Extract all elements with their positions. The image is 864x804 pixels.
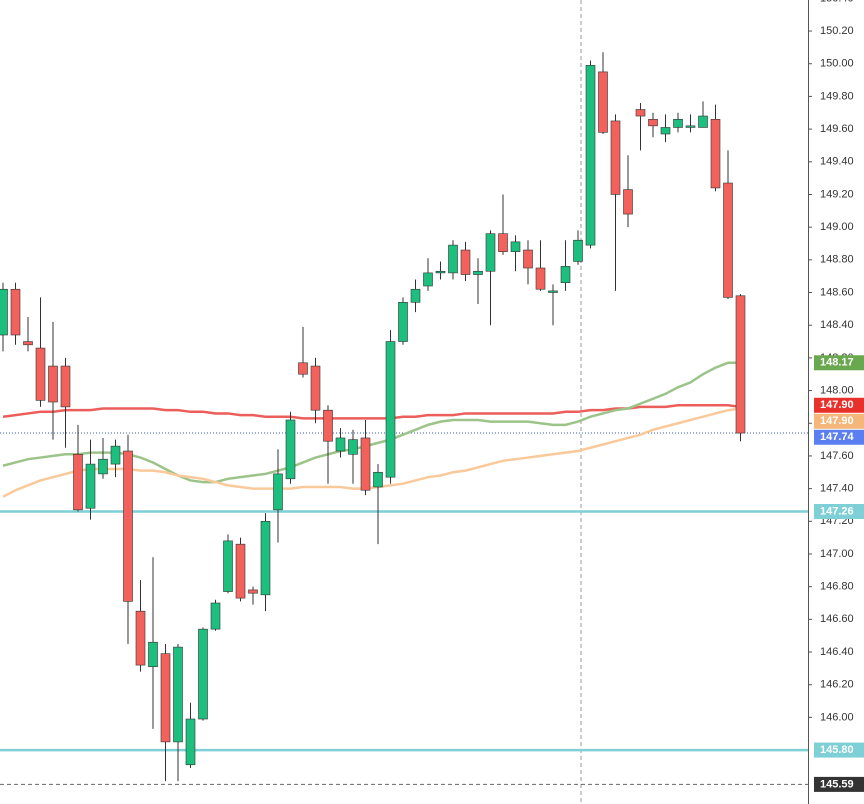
- y-tick-label: 150.20: [820, 25, 854, 37]
- plot-area: [0, 52, 808, 785]
- candle-body: [485, 233, 496, 272]
- candle-body: [710, 118, 721, 189]
- candle-body: [298, 362, 308, 375]
- price-badge-label: 147.90: [820, 399, 854, 411]
- candle-body: [248, 589, 258, 594]
- price-badge-label: 148.17: [820, 357, 854, 369]
- y-tick-label: 147.60: [820, 450, 854, 462]
- y-tick-label: 148.00: [820, 384, 854, 396]
- candle-body: [60, 365, 71, 408]
- candle-body: [385, 341, 396, 478]
- candle-body: [323, 409, 333, 442]
- candle-body: [173, 646, 183, 743]
- candle-body: [285, 419, 296, 480]
- candle-body: [635, 109, 646, 117]
- candle-body: [698, 115, 708, 128]
- candle-body: [510, 241, 521, 252]
- price-badge-label: 145.80: [820, 744, 854, 756]
- y-tick-label: 148.80: [820, 254, 854, 266]
- y-tick-label: 146.80: [820, 581, 854, 593]
- candle-body: [410, 288, 421, 303]
- candle-body: [685, 125, 696, 128]
- candle-body: [423, 272, 433, 287]
- y-tick-label: 148.40: [820, 319, 854, 331]
- price-badge-label: 145.59: [820, 778, 854, 790]
- candle-body: [235, 543, 246, 599]
- moving-average: [2, 404, 741, 420]
- candle-body: [223, 540, 233, 592]
- candle-body: [35, 347, 46, 401]
- y-tick-label: 149.20: [820, 188, 854, 200]
- y-tick-label: 149.00: [820, 221, 854, 233]
- candle-body: [448, 244, 458, 274]
- candle-body: [435, 270, 446, 274]
- price-badge-label: 147.26: [820, 505, 854, 517]
- candle-body: [48, 365, 58, 403]
- candle-body: [460, 249, 471, 275]
- candle-body: [160, 653, 171, 743]
- candle-body: [398, 302, 408, 342]
- candle-body: [23, 341, 33, 346]
- y-tick-label: 146.20: [820, 679, 854, 691]
- candle-body: [85, 463, 96, 509]
- price-badge: [814, 429, 864, 445]
- candle-body: [585, 65, 596, 246]
- price-badge-label: 147.74: [820, 431, 855, 443]
- candle-body: [373, 471, 383, 488]
- candle-body: [148, 641, 158, 668]
- candle-body: [273, 473, 283, 511]
- y-tick-label: 149.80: [820, 90, 854, 102]
- price-badge-label: 147.90: [820, 415, 854, 427]
- y-tick-label: 146.00: [820, 711, 854, 723]
- y-tick-label: 147.00: [820, 548, 854, 560]
- candle-body: [260, 520, 271, 596]
- y-tick-label: 146.40: [820, 646, 854, 658]
- candle-body: [535, 267, 546, 290]
- candle-body: [660, 127, 671, 135]
- candle-body: [473, 270, 483, 275]
- candle-body: [73, 453, 83, 511]
- candle-body: [98, 458, 108, 475]
- candle-body: [548, 290, 558, 293]
- candle-body: [310, 365, 321, 411]
- price-badge: [814, 397, 864, 413]
- price-badge: [814, 503, 864, 519]
- candle-body: [560, 266, 571, 284]
- candle-body: [673, 118, 683, 128]
- candle-body: [135, 610, 146, 666]
- y-tick-label: 149.60: [820, 123, 854, 135]
- candle-body: [0, 288, 8, 336]
- candle-body: [10, 288, 21, 336]
- candle-body: [610, 120, 621, 195]
- candle-body: [623, 189, 633, 215]
- candle-body: [185, 718, 196, 766]
- candle-body: [598, 71, 608, 133]
- y-tick-label: 146.60: [820, 613, 854, 625]
- candle-body: [348, 439, 358, 455]
- price-badge: [814, 742, 864, 758]
- candle-body: [198, 628, 208, 720]
- candle-body: [335, 437, 346, 452]
- candle-body: [210, 602, 221, 630]
- candle-body: [735, 295, 746, 434]
- candle-body: [523, 249, 533, 269]
- price-badge: [814, 413, 864, 429]
- y-tick-label: 147.40: [820, 483, 854, 495]
- y-tick-label: 148.60: [820, 286, 854, 298]
- candle-body: [360, 437, 371, 491]
- y-tick-label: 149.40: [820, 156, 854, 168]
- y-tick-label: 150.40: [820, 0, 854, 4]
- y-tick-label: 150.00: [820, 58, 854, 70]
- candle-body: [648, 118, 658, 127]
- price-badge: [814, 355, 864, 371]
- candle-body: [723, 182, 733, 298]
- price-badge: [814, 776, 864, 792]
- candle-body: [123, 450, 133, 602]
- candle-body: [110, 445, 121, 465]
- candle-body: [573, 239, 583, 262]
- candle-body: [498, 233, 508, 252]
